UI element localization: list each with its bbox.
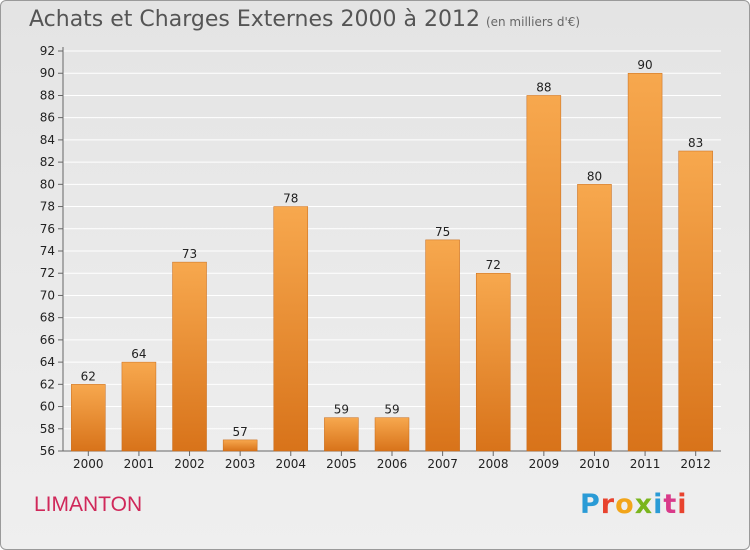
grid-lines (63, 50, 721, 452)
bar-2005 (324, 417, 359, 452)
x-tick-label-2007: 2007 (427, 457, 458, 471)
brand-letter: i (653, 489, 664, 520)
data-label-2004: 78 (283, 192, 298, 206)
x-tick-label-2009: 2009 (529, 457, 560, 471)
data-label-2003: 57 (233, 425, 248, 439)
bar-2001 (121, 361, 157, 452)
bar-2009 (526, 95, 562, 452)
x-tick-label-2002: 2002 (174, 457, 205, 471)
x-tick-label-2006: 2006 (377, 457, 408, 471)
bar-2007 (425, 239, 460, 452)
y-tick-label: 72 (40, 266, 55, 280)
bar-2010 (577, 184, 612, 452)
bar-2008 (475, 272, 511, 452)
y-tick-label: 66 (40, 333, 55, 347)
bar-2006 (374, 417, 410, 452)
bar-2002 (172, 261, 207, 452)
y-tick-label: 78 (40, 200, 55, 214)
brand-letter: x (634, 489, 654, 520)
y-tick-label: 74 (40, 244, 55, 258)
data-label-2009: 88 (536, 80, 551, 94)
y-tick-label: 82 (40, 155, 55, 169)
brand-letter: r (600, 489, 616, 520)
y-tick-label: 70 (40, 288, 55, 302)
y-tick-label: 58 (40, 422, 55, 436)
chart-subtitle: (en milliers d'€) (485, 15, 581, 29)
x-tick-label-2001: 2001 (124, 457, 155, 471)
chart-title: Achats et Charges Externes 2000 à 2012 (e… (29, 7, 580, 32)
y-tick-label: 76 (40, 222, 55, 236)
y-tick-label: 86 (40, 111, 55, 125)
brand-letter: t (663, 489, 678, 520)
brand-letter: i (677, 489, 688, 520)
chart-title-text: Achats et Charges Externes 2000 à 2012 (29, 7, 480, 32)
data-label-2006: 59 (384, 403, 399, 417)
x-tick-label-2003: 2003 (225, 457, 256, 471)
y-tick-label: 60 (40, 400, 55, 414)
labels: 56 58 60 62 64 66 68 70 72 74 76 78 80 82 84 86 88 90 92 20… (40, 44, 711, 471)
bar-2004 (273, 206, 309, 452)
data-label-2012: 83 (688, 136, 703, 150)
y-tick-label: 84 (40, 133, 55, 147)
x-tick-label-2005: 2005 (326, 457, 357, 471)
x-tick-label-2004: 2004 (275, 457, 306, 471)
y-tick-label: 64 (40, 355, 55, 369)
brand-letter: o (615, 489, 635, 520)
brand-logo: Proxiti (580, 489, 688, 520)
x-tick-label-2010: 2010 (579, 457, 610, 471)
y-tick-label: 88 (40, 88, 55, 102)
bar-2000 (71, 384, 106, 452)
data-label-2005: 59 (334, 403, 349, 417)
x-tick-label-2008: 2008 (478, 457, 509, 471)
commune-name: LIMANTON (34, 493, 143, 516)
data-label-2008: 72 (486, 258, 501, 272)
x-tick-label-2000: 2000 (73, 457, 104, 471)
y-tick-label: 56 (40, 444, 55, 458)
x-tick-label-2011: 2011 (630, 457, 661, 471)
y-tick-label: 68 (40, 311, 55, 325)
data-label-2011: 90 (637, 58, 652, 72)
data-label-2010: 80 (587, 169, 602, 183)
bars (71, 72, 713, 452)
x-tick-label-2012: 2012 (680, 457, 711, 471)
y-tick-label: 90 (40, 66, 55, 80)
bar-2003 (222, 439, 258, 452)
y-tick-label: 62 (40, 377, 55, 391)
brand-letter: P (580, 489, 601, 520)
data-label-2002: 73 (182, 247, 197, 261)
bar-2011 (627, 72, 663, 452)
bar-2012 (678, 150, 713, 452)
data-label-2007: 75 (435, 225, 450, 239)
y-tick-label: 92 (40, 44, 55, 58)
data-label-2001: 64 (131, 347, 146, 361)
y-tick-label: 80 (40, 177, 55, 191)
data-label-2000: 62 (81, 369, 96, 383)
